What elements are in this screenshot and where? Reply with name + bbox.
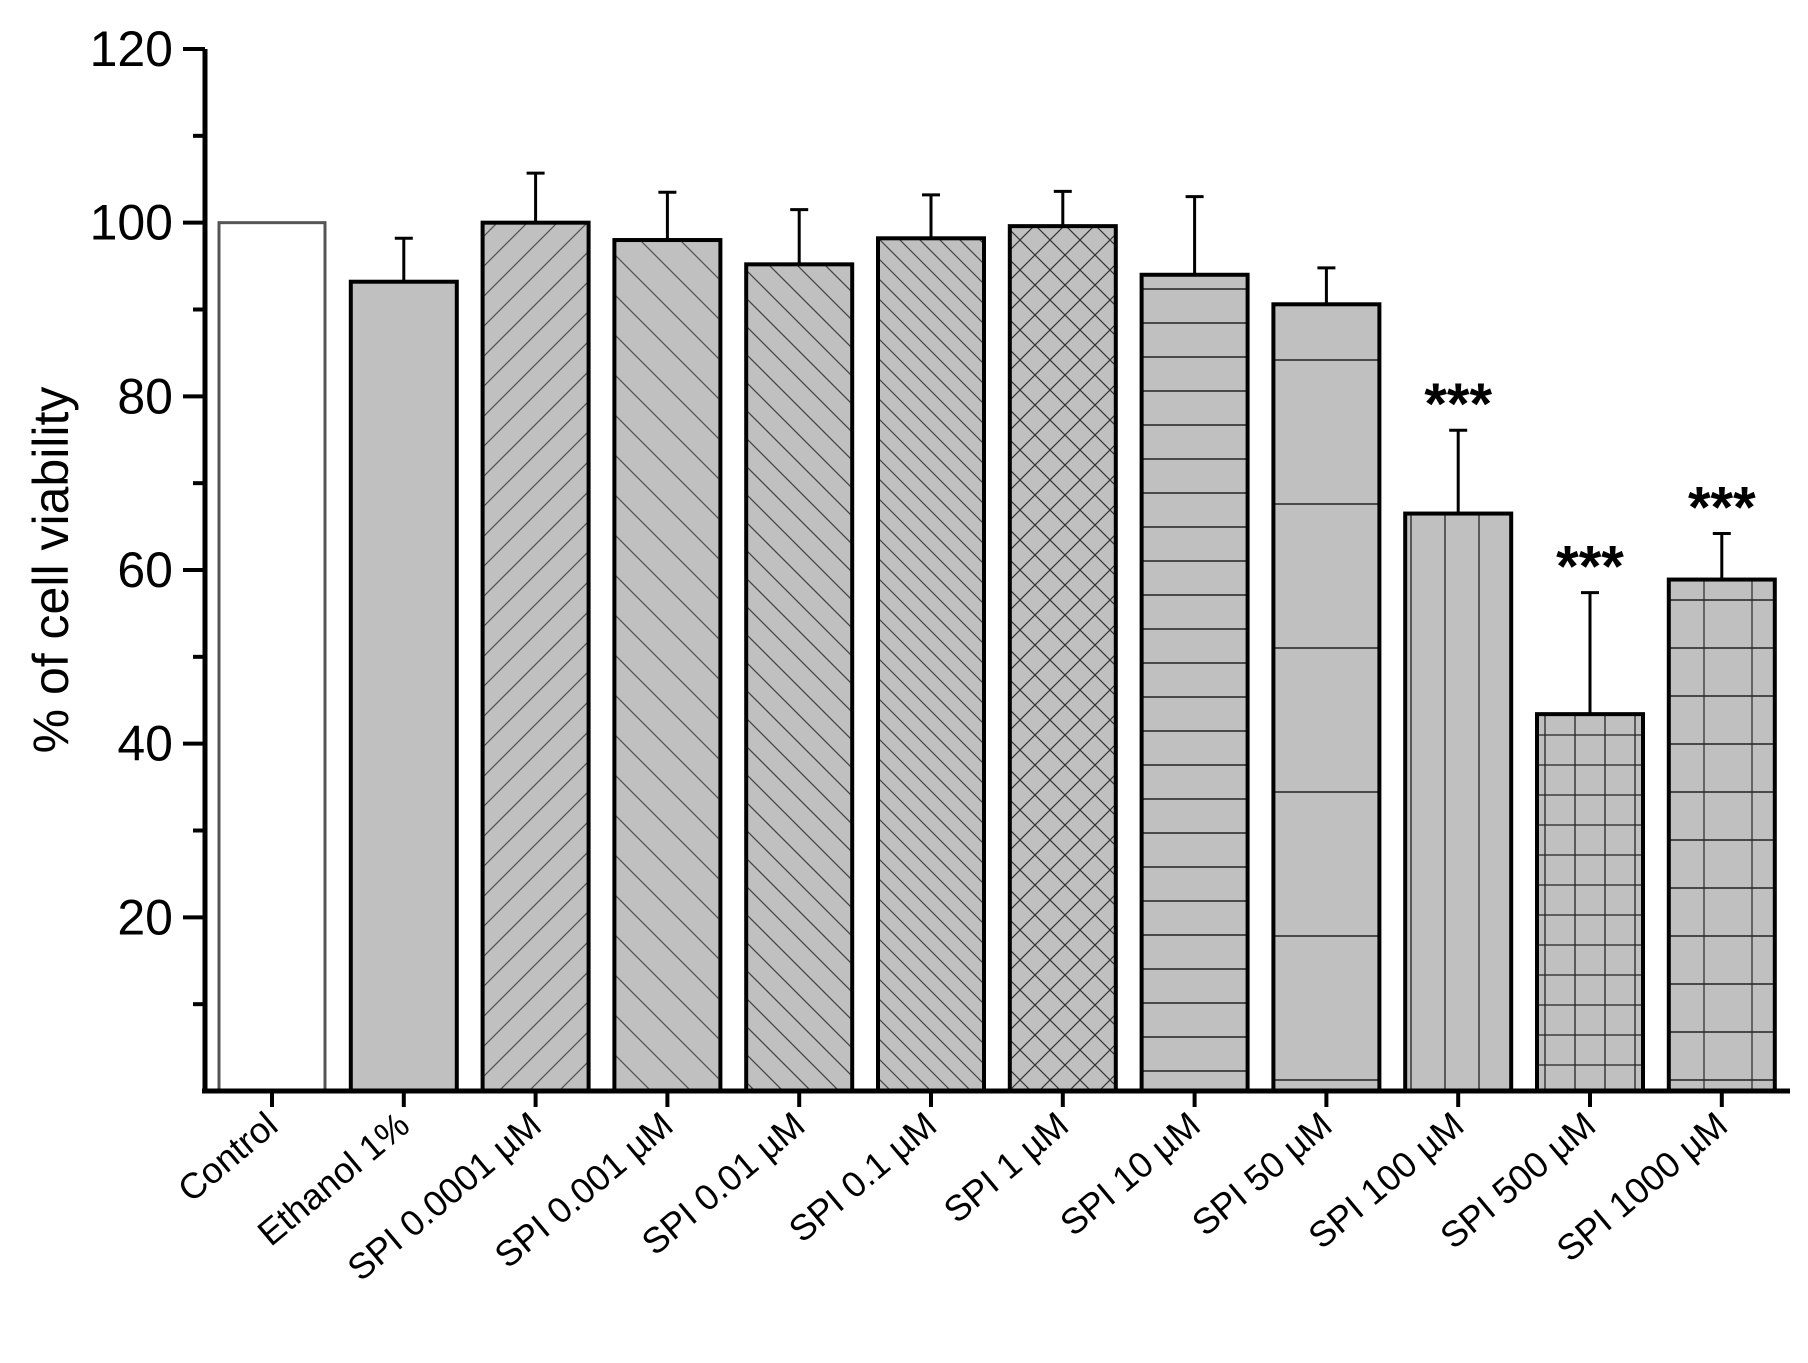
x-tick-label-0: Control — [170, 1104, 285, 1210]
x-tick-label-7: SPI 10 µM — [1052, 1104, 1208, 1244]
y-ticks: 20 40 60 80 100 120 — [90, 21, 205, 1007]
y-tick-label-40: 40 — [117, 716, 173, 772]
bar-pattern-7 — [1141, 274, 1248, 1091]
significance-marker-10: *** — [1556, 535, 1624, 600]
bar-1 — [350, 281, 457, 1091]
bar-pattern-10 — [1537, 714, 1643, 1091]
bar-pattern-5 — [878, 238, 984, 1092]
bar-pattern-4 — [746, 264, 853, 1091]
bar-pattern-8 — [1273, 304, 1380, 1091]
bar-pattern-9 — [1405, 513, 1512, 1091]
x-tick-label-5: SPI 0.1 µM — [781, 1104, 944, 1250]
y-axis-title: % of cell viability — [23, 387, 79, 754]
y-tick-label-20: 20 — [117, 889, 173, 945]
y-tick-label-100: 100 — [90, 195, 173, 251]
significance-marker-11: *** — [1688, 476, 1756, 541]
y-tick-label-80: 80 — [117, 368, 173, 424]
bars-layer — [217, 220, 1777, 1094]
y-tick-label-60: 60 — [117, 542, 173, 598]
significance-marker-9: *** — [1424, 372, 1492, 437]
bar-pattern-6 — [1009, 226, 1116, 1091]
bar-pattern-2 — [482, 222, 589, 1091]
error-bars-layer — [394, 171, 1731, 715]
bar-pattern-3 — [614, 240, 721, 1092]
y-tick-label-120: 120 — [90, 21, 173, 77]
bar-0 — [219, 222, 325, 1091]
bar-pattern-11 — [1668, 579, 1775, 1091]
significance-layer: *** *** *** — [1424, 372, 1756, 599]
